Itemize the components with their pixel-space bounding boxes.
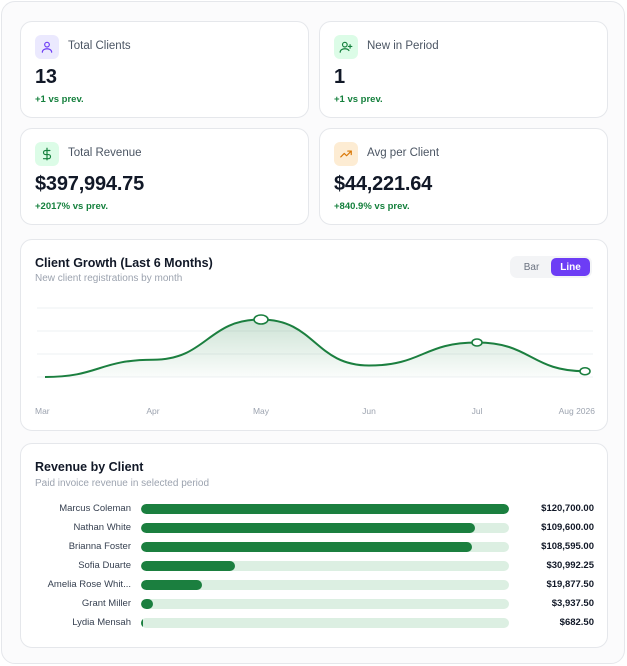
revenue-bar [141, 599, 153, 609]
stat-label: New in Period [367, 40, 439, 52]
revenue-bar-track [141, 561, 509, 571]
revenue-amount: $120,700.00 [541, 503, 594, 514]
revenue-amount: $108,595.00 [541, 541, 594, 552]
revenue-bar-track [141, 542, 509, 552]
revenue-bar [141, 618, 144, 628]
dollar-icon [35, 142, 59, 166]
revenue-row: Amelia Rose Whit... $19,877.50 [21, 576, 607, 595]
revenue-row: Sofia Duarte $30,992.25 [21, 557, 607, 576]
x-axis-labels: Mar Apr May Jun Jul Aug 2026 [21, 406, 607, 420]
stat-label: Total Clients [68, 40, 131, 52]
revenue-bar-track [141, 618, 509, 628]
stat-change: +1 vs prev. [35, 94, 84, 105]
client-name: Amelia Rose Whit... [47, 579, 131, 590]
stat-change: +840.9% vs prev. [334, 201, 410, 212]
revenue-row: Lydia Mensah $682.50 [21, 614, 607, 633]
revenue-row: Brianna Foster $108,595.00 [21, 538, 607, 557]
revenue-bar-track [141, 599, 509, 609]
data-point[interactable] [579, 366, 591, 376]
stat-card-new-in-period: New in Period 1 +1 vs prev. [319, 21, 608, 118]
toggle-line-button[interactable]: Line [551, 258, 590, 276]
growth-line-chart [37, 307, 593, 378]
revenue-row: Grant Miller $3,937.50 [21, 595, 607, 614]
revenue-amount: $109,600.00 [541, 522, 594, 533]
client-growth-panel: Client Growth (Last 6 Months) New client… [20, 239, 608, 431]
data-point[interactable] [253, 314, 269, 325]
panel-title: Client Growth (Last 6 Months) [35, 256, 213, 270]
toggle-bar-button[interactable]: Bar [523, 261, 540, 273]
revenue-amount: $19,877.50 [546, 579, 594, 590]
x-tick-label: Mar [35, 406, 50, 416]
client-name: Brianna Foster [68, 541, 131, 552]
revenue-bar [141, 561, 236, 571]
revenue-bar [141, 504, 509, 514]
revenue-bar-track [141, 523, 509, 533]
stat-value: $44,221.64 [334, 173, 433, 195]
user-icon [35, 35, 59, 59]
revenue-amount: $682.50 [559, 617, 594, 628]
revenue-bar-track [141, 580, 509, 590]
revenue-bar [141, 542, 473, 552]
revenue-bar [141, 580, 202, 590]
x-tick-label: Jul [471, 406, 483, 416]
revenue-by-client-panel: Revenue by Client Paid invoice revenue i… [20, 443, 608, 648]
revenue-row: Marcus Coleman $120,700.00 [21, 500, 607, 519]
panel-subtitle: Paid invoice revenue in selected period [35, 478, 209, 489]
stat-card-total-revenue: Total Revenue $397,994.75 +2017% vs prev… [20, 128, 309, 225]
panel-title: Revenue by Client [35, 460, 144, 474]
client-name: Grant Miller [81, 598, 131, 609]
stat-card-total-clients: Total Clients 13 +1 vs prev. [20, 21, 309, 118]
client-name: Lydia Mensah [72, 617, 131, 628]
data-point[interactable] [471, 338, 483, 347]
stat-change: +1 vs prev. [334, 94, 383, 105]
x-tick-label: Apr [146, 406, 160, 416]
stat-card-avg-per-client: Avg per Client $44,221.64 +840.9% vs pre… [319, 128, 608, 225]
stat-value: $397,994.75 [35, 173, 145, 195]
user-plus-icon [334, 35, 358, 59]
trending-up-icon [334, 142, 358, 166]
panel-subtitle: New client registrations by month [35, 273, 183, 284]
revenue-bar [141, 523, 476, 533]
stat-value: 13 [35, 66, 57, 88]
chart-type-toggle[interactable]: Bar Line [510, 256, 592, 278]
stat-label: Total Revenue [68, 147, 142, 159]
stat-change: +2017% vs prev. [35, 201, 108, 212]
stat-label: Avg per Client [367, 147, 440, 159]
x-tick-label: Jun [362, 406, 376, 416]
growth-line [44, 318, 586, 378]
revenue-bar-track [141, 504, 509, 514]
x-tick-label: May [252, 406, 270, 416]
revenue-row: Nathan White $109,600.00 [21, 519, 607, 538]
growth-area [45, 319, 585, 377]
revenue-amount: $3,937.50 [551, 598, 594, 609]
revenue-amount: $30,992.25 [546, 560, 594, 571]
x-tick-label: Aug 2026 [558, 406, 595, 416]
stat-value: 1 [334, 66, 345, 88]
client-name: Marcus Coleman [59, 503, 131, 514]
client-name: Nathan White [73, 522, 131, 533]
client-name: Sofia Duarte [78, 560, 131, 571]
